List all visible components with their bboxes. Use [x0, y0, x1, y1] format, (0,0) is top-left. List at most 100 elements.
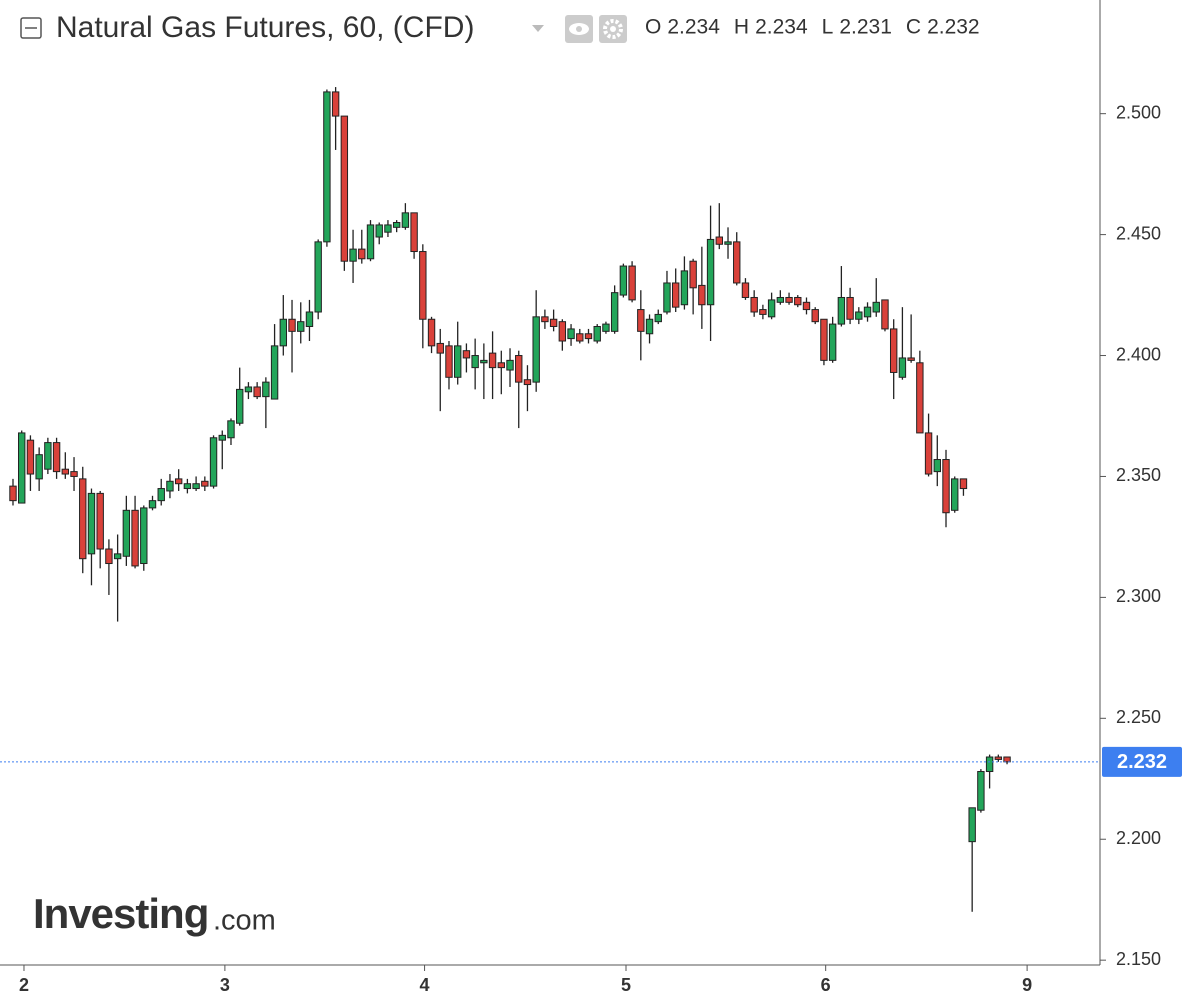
x-tick-label: 5 — [621, 975, 631, 995]
candle-body — [323, 91, 331, 243]
candle-body — [680, 270, 689, 306]
candle-body — [18, 432, 26, 504]
candle-body — [532, 316, 540, 383]
ohlc-label: C — [906, 16, 921, 39]
candle-body — [942, 459, 950, 514]
candle-body — [715, 236, 723, 245]
candle-body — [340, 115, 349, 262]
candle-body — [410, 212, 418, 253]
candle-body — [959, 478, 968, 490]
candle-body — [593, 326, 601, 342]
ohlc-value: 2.232 — [927, 16, 980, 39]
y-tick-label: 2.150 — [1116, 949, 1161, 969]
candle-body — [201, 480, 209, 487]
collapse-button[interactable] — [20, 17, 42, 39]
candle-body — [384, 224, 392, 233]
candle-body — [436, 342, 444, 354]
ohlc-legend: O 2.234 H 2.234 L 2.231 C 2.232 — [645, 16, 980, 39]
candle-body — [262, 381, 270, 398]
candle-body — [994, 756, 1003, 760]
candle-body — [1003, 756, 1011, 763]
candle-body — [558, 321, 567, 342]
candle-body — [26, 439, 35, 475]
candle-body — [898, 357, 907, 378]
candle-body — [462, 350, 471, 359]
candle-body — [192, 483, 200, 490]
candle-body — [576, 333, 584, 342]
candle-body — [87, 492, 96, 555]
candle-body — [497, 362, 506, 369]
candle-body — [645, 318, 654, 335]
candle-body — [227, 420, 235, 439]
candle-body — [244, 386, 253, 393]
candle-body — [9, 485, 17, 502]
x-tick-label: 9 — [1022, 975, 1032, 995]
dropdown-caret[interactable] — [532, 25, 544, 32]
candle-body — [863, 306, 872, 318]
candle-body — [977, 771, 985, 811]
candle-body — [392, 222, 401, 228]
y-tick-label: 2.300 — [1116, 586, 1161, 606]
candle-body — [140, 507, 148, 565]
candle-body — [889, 328, 898, 373]
candle-body — [750, 296, 758, 313]
candle-body — [549, 318, 558, 328]
candle-body — [105, 548, 113, 565]
candle-body — [794, 296, 802, 306]
candle-body — [70, 471, 78, 477]
candle-body — [820, 318, 828, 361]
candle-body — [480, 359, 488, 364]
candle-body — [401, 212, 410, 228]
candle-body — [52, 442, 61, 473]
y-tick-label: 2.250 — [1116, 707, 1161, 727]
candle-body — [35, 454, 43, 480]
candle-body — [907, 357, 915, 361]
candle-body — [506, 359, 514, 371]
candle-body — [515, 355, 523, 383]
last-price-badge — [1102, 746, 1182, 777]
candle-body — [122, 509, 131, 557]
candle-body — [584, 333, 593, 340]
candle-body — [951, 478, 959, 511]
candle-body — [837, 296, 846, 325]
candle-body — [349, 248, 357, 262]
candle-body — [924, 432, 933, 475]
candle-body — [698, 284, 706, 306]
candle-body — [61, 468, 70, 475]
candle-body — [619, 265, 628, 296]
plot-layer — [0, 87, 1100, 912]
candle-body — [209, 437, 218, 487]
ohlc-label: H — [734, 16, 749, 39]
candle-body — [471, 355, 479, 369]
candle-body — [733, 241, 741, 284]
candle-body — [523, 379, 532, 386]
candle-body — [802, 301, 811, 311]
y-tick-label: 2.350 — [1116, 465, 1161, 485]
candle-body — [445, 345, 453, 378]
candle-body — [610, 292, 619, 332]
x-tick-label: 6 — [821, 975, 831, 995]
candle-body — [663, 282, 671, 313]
candle-body — [375, 224, 383, 238]
watermark-suffix: .com — [213, 905, 276, 937]
candle-body — [488, 352, 497, 369]
candle-body — [767, 299, 776, 318]
candle-body — [602, 323, 610, 332]
candle-body — [279, 318, 288, 347]
candle-body — [654, 313, 662, 323]
ohlc-value: 2.234 — [755, 16, 808, 39]
candle-body — [724, 241, 732, 245]
candle-body — [776, 296, 785, 303]
candle-body — [331, 91, 340, 117]
candle-body — [183, 483, 192, 490]
candle-body — [305, 311, 314, 328]
candle-body — [454, 345, 462, 378]
candle-body — [872, 301, 880, 313]
ohlc-label: O — [645, 16, 661, 39]
candle-body — [567, 328, 575, 340]
gear-center — [610, 26, 616, 32]
candle-body — [419, 251, 427, 320]
y-tick-label: 2.400 — [1116, 344, 1161, 364]
candle-body — [96, 492, 104, 550]
